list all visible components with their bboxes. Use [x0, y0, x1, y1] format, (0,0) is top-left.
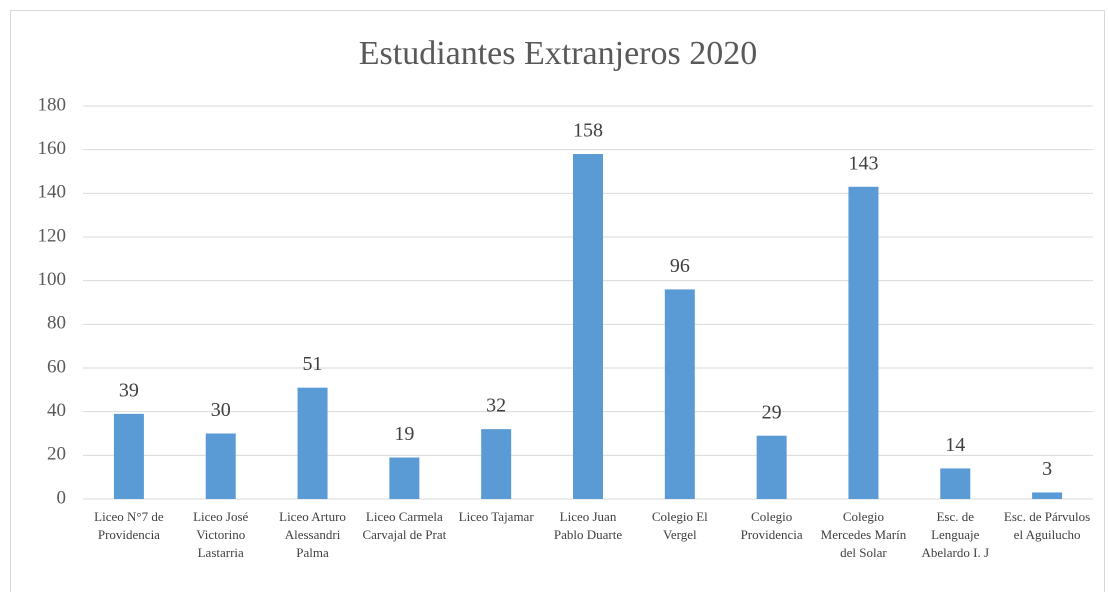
y-tick-label: 40 [47, 400, 66, 421]
bar [664, 289, 695, 499]
x-tick-label: Liceo Tajamar [458, 509, 534, 524]
y-tick-label: 160 [38, 138, 67, 159]
bar [1032, 492, 1063, 499]
data-label: 32 [486, 395, 506, 417]
x-tick-label: Liceo N°7 de Providencia [94, 509, 164, 542]
x-tick-label: Liceo Carmela Carvajal de Prat [362, 509, 447, 542]
data-label: 14 [945, 434, 965, 456]
x-tick-label: Liceo Arturo Alessandri Palma [279, 509, 346, 560]
bar [205, 433, 236, 499]
bar [573, 154, 603, 500]
x-tick-label: Liceo José Victorino Lastarria [193, 509, 249, 560]
x-tick-label: Colegio Providencia [740, 509, 803, 542]
bar [113, 413, 144, 499]
y-tick-label: 120 [38, 225, 67, 246]
x-tick-label: Esc. de Lenguaje Abelardo I. J [921, 509, 990, 560]
data-label: 96 [670, 255, 690, 277]
bar [481, 429, 512, 499]
bar [940, 468, 971, 499]
bar [848, 186, 879, 500]
chart-title: Estudiantes Extranjeros 2020 [359, 35, 757, 72]
x-tick-label: Esc. de Párvulos el Aguilucho [1003, 509, 1091, 542]
x-tick-label: Colegio El Vergel [651, 509, 708, 542]
data-label: 51 [303, 353, 323, 375]
chart-border [10, 10, 1105, 592]
data-label: 158 [573, 120, 603, 142]
data-label: 143 [848, 152, 878, 174]
bar [297, 387, 328, 499]
y-tick-label: 140 [38, 182, 67, 203]
y-tick-label: 0 [57, 487, 67, 508]
data-label: 3 [1042, 458, 1052, 480]
y-tick-label: 180 [38, 94, 67, 115]
x-tick-label: Colegio Mercedes Marín del Solar [820, 509, 907, 560]
x-tick-label: Liceo Juan Pablo Duarte [553, 509, 623, 542]
y-tick-label: 80 [47, 313, 66, 334]
data-label: 29 [762, 401, 782, 423]
data-label: 39 [119, 379, 139, 401]
y-tick-label: 100 [38, 269, 67, 290]
data-label: 19 [394, 423, 414, 445]
y-tick-label: 20 [47, 444, 66, 465]
bar [756, 435, 787, 499]
data-label: 30 [211, 399, 231, 421]
bar [389, 457, 420, 499]
y-tick-label: 60 [47, 356, 66, 377]
